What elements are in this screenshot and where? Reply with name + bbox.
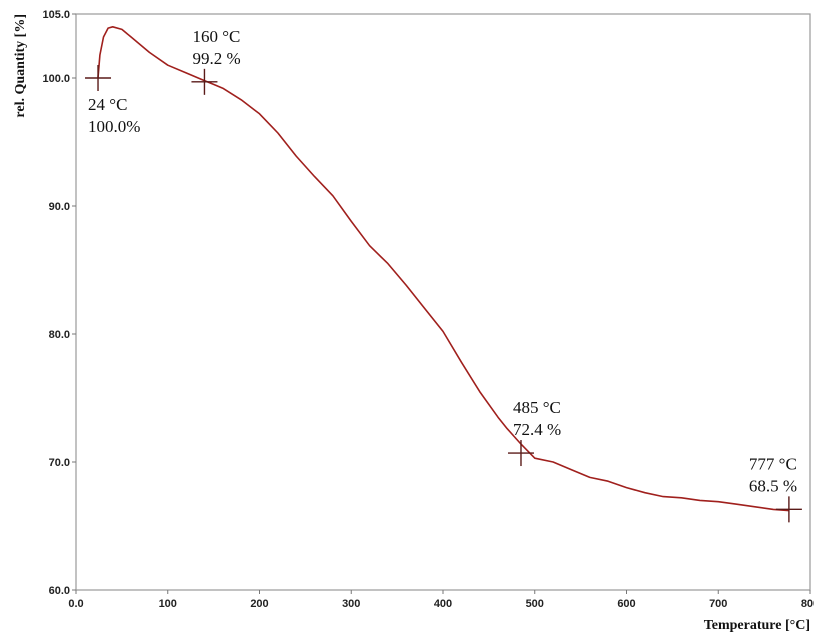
annotation-value: 72.4 % bbox=[513, 420, 561, 439]
annotations: 24 °C 100.0% 160 °C 99.2 % 485 °C 72.4 % 777 °… bbox=[85, 27, 802, 523]
annotation-value: 100.0% bbox=[88, 117, 140, 136]
y-axis-ticks: 60.0 70.0 80.0 90.0 100.0 105.0 bbox=[42, 9, 76, 597]
y-tick-label: 90.0 bbox=[49, 201, 70, 213]
y-tick-label: 70.0 bbox=[49, 457, 70, 469]
annotation-temp: 485 °C bbox=[513, 398, 561, 417]
annotation-marker: 24 °C 100.0% bbox=[85, 65, 140, 136]
x-tick-label: 300 bbox=[342, 598, 360, 610]
plot-frame bbox=[75, 13, 811, 591]
annotation-marker: 160 °C 99.2 % bbox=[191, 27, 241, 95]
x-tick-label: 800 bbox=[801, 598, 814, 610]
y-tick-label: 100.0 bbox=[42, 73, 70, 85]
y-tick-label: 80.0 bbox=[49, 329, 70, 341]
annotation-temp: 160 °C bbox=[192, 27, 240, 46]
x-axis-title: Temperature [°C] bbox=[704, 618, 810, 633]
series-line bbox=[97, 26, 789, 512]
y-axis-title: rel. Quantity [%] bbox=[13, 14, 28, 118]
x-axis-ticks: 0.0 100 200 300 400 500 600 700 800 bbox=[68, 590, 814, 610]
annotation-marker: 485 °C 72.4 % bbox=[507, 398, 561, 467]
annotation-temp: 777 °C bbox=[749, 454, 797, 473]
x-tick-label: 700 bbox=[709, 598, 727, 610]
x-tick-label: 500 bbox=[526, 598, 544, 610]
annotation-temp: 24 °C bbox=[88, 95, 127, 114]
annotation-value: 99.2 % bbox=[192, 49, 240, 68]
annotation-value: 68.5 % bbox=[749, 476, 797, 495]
annotation-marker: 777 °C 68.5 % bbox=[749, 454, 802, 523]
y-tick-label: 60.0 bbox=[49, 585, 70, 597]
x-tick-label: 100 bbox=[159, 598, 177, 610]
x-tick-label: 200 bbox=[250, 598, 268, 610]
x-tick-label: 400 bbox=[434, 598, 452, 610]
x-tick-label: 0.0 bbox=[68, 598, 83, 610]
x-tick-label: 600 bbox=[617, 598, 635, 610]
y-tick-label: 105.0 bbox=[42, 9, 70, 21]
